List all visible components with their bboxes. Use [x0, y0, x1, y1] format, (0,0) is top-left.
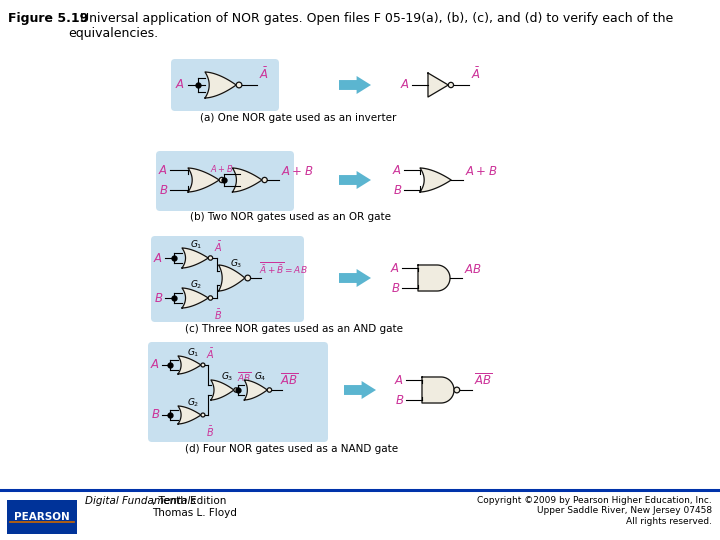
Text: $A$: $A$: [400, 78, 410, 91]
Text: $\overline{\bar{A}+\bar{B}}=AB$: $\overline{\bar{A}+\bar{B}}=AB$: [258, 260, 307, 276]
Text: $\bar{B}$: $\bar{B}$: [206, 425, 214, 439]
Text: $B$: $B$: [391, 281, 400, 294]
Polygon shape: [344, 381, 376, 399]
Circle shape: [454, 387, 460, 393]
Polygon shape: [422, 377, 454, 403]
Text: (d) Four NOR gates used as a NAND gate: (d) Four NOR gates used as a NAND gate: [185, 444, 398, 454]
Polygon shape: [182, 248, 208, 268]
Text: $A$: $A$: [158, 164, 168, 177]
Circle shape: [449, 83, 454, 87]
Text: $G_3$: $G_3$: [230, 258, 243, 270]
Polygon shape: [428, 73, 449, 97]
FancyBboxPatch shape: [156, 151, 294, 211]
Text: Copyright ©2009 by Pearson Higher Education, Inc.
Upper Saddle River, New Jersey: Copyright ©2009 by Pearson Higher Educat…: [477, 496, 712, 526]
Text: $\overline{AB}$: $\overline{AB}$: [279, 373, 298, 388]
FancyBboxPatch shape: [148, 342, 328, 442]
Text: $G_4$: $G_4$: [254, 370, 266, 383]
Text: (c) Three NOR gates used as an AND gate: (c) Three NOR gates used as an AND gate: [185, 324, 403, 334]
Polygon shape: [339, 269, 371, 287]
Text: $A$: $A$: [153, 252, 163, 265]
Text: $G_1$: $G_1$: [190, 239, 202, 251]
Polygon shape: [211, 380, 234, 400]
Text: $A$: $A$: [390, 261, 400, 274]
Text: $A+B$: $A+B$: [210, 163, 234, 174]
Polygon shape: [178, 406, 201, 424]
FancyBboxPatch shape: [7, 500, 77, 534]
Circle shape: [262, 177, 267, 183]
Circle shape: [201, 363, 205, 367]
Polygon shape: [182, 288, 208, 308]
Polygon shape: [188, 168, 219, 192]
Text: $A+B$: $A+B$: [465, 165, 498, 178]
Text: $G_2$: $G_2$: [190, 279, 202, 291]
Text: $B$: $B$: [395, 394, 404, 407]
FancyBboxPatch shape: [171, 59, 279, 111]
Text: Figure 5.19: Figure 5.19: [8, 12, 89, 25]
Text: Digital Fundamentals: Digital Fundamentals: [85, 496, 196, 506]
Text: $A$: $A$: [394, 374, 404, 387]
Text: (b) Two NOR gates used as an OR gate: (b) Two NOR gates used as an OR gate: [190, 212, 391, 222]
Text: $AB$: $AB$: [464, 263, 482, 276]
Text: $\bar{A}$: $\bar{A}$: [471, 66, 480, 82]
Circle shape: [208, 256, 212, 260]
Text: $B$: $B$: [392, 184, 402, 197]
Text: $\bar{B}$: $\bar{B}$: [214, 308, 222, 322]
Text: $G_2$: $G_2$: [186, 396, 199, 409]
Text: $A$: $A$: [392, 164, 402, 177]
Text: (a) One NOR gate used as an inverter: (a) One NOR gate used as an inverter: [200, 113, 397, 123]
Circle shape: [201, 413, 205, 417]
Polygon shape: [339, 76, 371, 94]
Text: $B$: $B$: [158, 184, 168, 197]
Text: $B$: $B$: [150, 408, 160, 422]
Text: $\overline{AB}$: $\overline{AB}$: [474, 373, 492, 388]
Text: $G_3$: $G_3$: [221, 370, 233, 383]
Polygon shape: [178, 356, 201, 374]
Text: $A$: $A$: [175, 78, 185, 91]
Polygon shape: [418, 265, 450, 291]
Text: Universal application of NOR gates. Open files F 05-19(a), (b), (c), and (d) to : Universal application of NOR gates. Open…: [68, 12, 673, 40]
Circle shape: [219, 177, 225, 183]
Polygon shape: [244, 380, 267, 400]
Circle shape: [234, 388, 238, 392]
Polygon shape: [219, 265, 245, 291]
Circle shape: [267, 388, 271, 392]
Text: $\bar{A}$: $\bar{A}$: [259, 66, 269, 82]
Polygon shape: [205, 72, 236, 98]
Text: $A+B$: $A+B$: [282, 165, 314, 178]
Circle shape: [245, 275, 251, 281]
Text: $B$: $B$: [153, 292, 163, 305]
Polygon shape: [339, 171, 371, 189]
Text: $\bar{A}$: $\bar{A}$: [214, 240, 222, 254]
Circle shape: [208, 296, 212, 300]
Text: , Tenth Edition
Thomas L. Floyd: , Tenth Edition Thomas L. Floyd: [152, 496, 237, 518]
Text: PEARSON: PEARSON: [14, 512, 70, 522]
Text: $\overline{AB}$: $\overline{AB}$: [238, 370, 252, 384]
Circle shape: [236, 82, 242, 88]
FancyBboxPatch shape: [151, 236, 304, 322]
Text: $A$: $A$: [150, 359, 160, 372]
Polygon shape: [233, 168, 262, 192]
Text: $G_1$: $G_1$: [186, 347, 199, 359]
Text: $\bar{A}$: $\bar{A}$: [206, 347, 215, 361]
Polygon shape: [420, 168, 451, 192]
